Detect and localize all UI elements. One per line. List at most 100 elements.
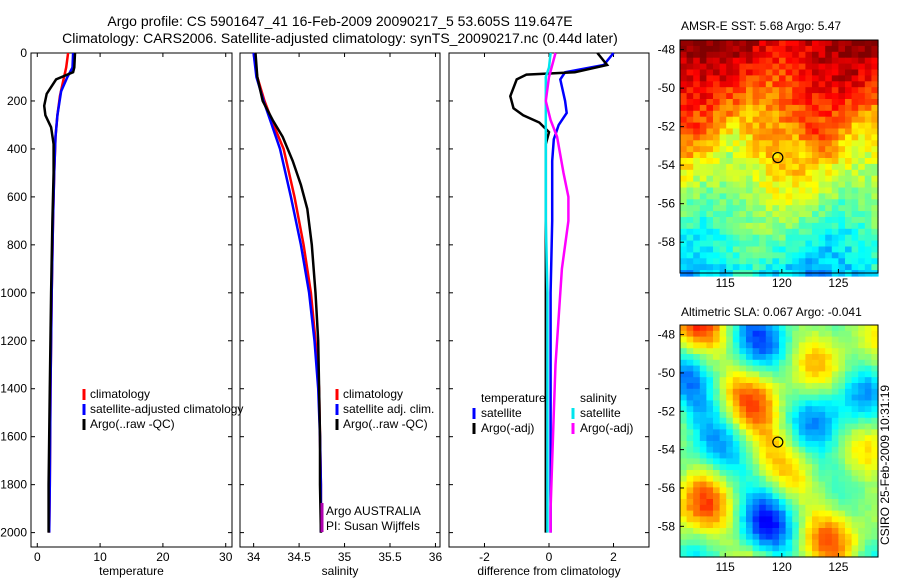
map-cell xyxy=(732,252,740,259)
map-cell xyxy=(713,240,721,248)
map-cell xyxy=(864,217,872,224)
map-cell xyxy=(805,417,813,425)
map-cell xyxy=(719,417,727,425)
map-cell xyxy=(699,228,707,236)
map-cell xyxy=(779,446,787,454)
map-cell xyxy=(686,458,694,465)
map-cell xyxy=(838,510,846,517)
map-cell xyxy=(759,487,767,494)
map-cell xyxy=(818,510,826,517)
map-cell xyxy=(864,528,872,535)
map-cell xyxy=(785,246,793,253)
map-cell xyxy=(680,222,688,230)
map-cell xyxy=(838,522,846,529)
map-cell xyxy=(825,325,833,332)
map-cell xyxy=(864,222,872,230)
map-cell xyxy=(713,87,721,94)
map-cell xyxy=(759,217,767,224)
map-cell xyxy=(719,441,727,448)
map-cell xyxy=(759,181,767,189)
map-cell xyxy=(772,499,780,506)
map-cell xyxy=(812,412,820,419)
map-cell xyxy=(726,99,734,106)
map-cell xyxy=(772,63,780,71)
map-cell xyxy=(680,359,688,367)
map-cell xyxy=(680,435,688,442)
map-cell xyxy=(719,110,727,118)
map-cell xyxy=(858,45,866,53)
map-cell xyxy=(706,475,714,483)
map-cell xyxy=(805,175,813,183)
map-cell xyxy=(838,516,846,523)
map-cell xyxy=(759,388,767,396)
map-cell xyxy=(726,193,734,200)
map-cell xyxy=(699,446,707,454)
map-cell xyxy=(752,252,760,259)
map-cell xyxy=(680,93,688,100)
map-cell xyxy=(818,539,826,546)
map-cell xyxy=(726,134,734,141)
map-cell xyxy=(792,122,800,130)
map-cell xyxy=(818,533,826,541)
map-cell xyxy=(871,104,879,112)
map-cell xyxy=(798,222,806,230)
map-cell xyxy=(831,134,839,141)
map-cell xyxy=(693,475,701,483)
map-cell xyxy=(858,140,866,147)
map-cell xyxy=(805,470,813,477)
map-cell xyxy=(798,354,806,361)
map-cell xyxy=(706,429,714,436)
map-cell xyxy=(752,487,760,494)
map-cell xyxy=(858,406,866,413)
map-cell xyxy=(838,481,846,488)
map-cell xyxy=(719,516,727,523)
map-cell xyxy=(732,551,740,558)
map-cell xyxy=(713,504,721,512)
map-cell xyxy=(871,359,879,367)
map-cell xyxy=(719,365,727,372)
map-cell xyxy=(785,69,793,76)
map-cell xyxy=(693,93,701,100)
map-cell xyxy=(858,452,866,459)
map-cell xyxy=(871,158,879,165)
map-cell xyxy=(693,228,701,236)
map-cell xyxy=(871,400,879,407)
map-cell xyxy=(779,545,787,552)
map-cell xyxy=(765,87,773,94)
map-cell xyxy=(818,475,826,483)
map-cell xyxy=(693,348,701,355)
map-cell xyxy=(686,264,694,271)
map-cell xyxy=(805,228,813,236)
series-line xyxy=(544,52,570,533)
map-cell xyxy=(812,359,820,367)
map-cell xyxy=(798,110,806,118)
map-cell xyxy=(805,458,813,465)
map-cell xyxy=(719,359,727,367)
map-y-tick-label: -52 xyxy=(658,120,676,134)
map-cell xyxy=(746,528,754,535)
map-cell xyxy=(713,75,721,82)
map-cell xyxy=(785,51,793,59)
map-cell xyxy=(706,158,714,165)
map-cell xyxy=(838,446,846,454)
map-cell xyxy=(680,63,688,71)
map-cell xyxy=(785,359,793,367)
map-cell xyxy=(719,545,727,552)
map-cell xyxy=(680,493,688,500)
map-cell xyxy=(798,342,806,349)
map-cell xyxy=(812,222,820,230)
map-cell xyxy=(805,240,813,248)
map-cell xyxy=(838,452,846,459)
map-cell xyxy=(765,359,773,367)
map-cell xyxy=(792,45,800,53)
map-cell xyxy=(772,187,780,194)
map-cell xyxy=(746,234,754,242)
map-cell xyxy=(864,499,872,506)
map-cell xyxy=(798,394,806,401)
map-cell xyxy=(719,234,727,242)
x-tick-label: 34.5 xyxy=(287,550,311,564)
map-cell xyxy=(851,240,859,248)
map-cell xyxy=(818,470,826,477)
map-cell xyxy=(825,499,833,506)
map-cell xyxy=(785,464,793,471)
